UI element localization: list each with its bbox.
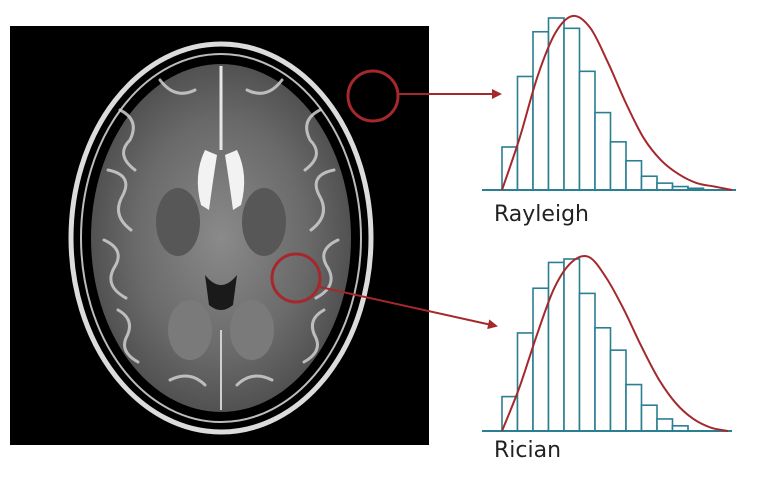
- rayleigh-bar: [532, 30, 550, 191]
- rician-bar: [656, 418, 674, 432]
- rayleigh-bar: [656, 182, 674, 191]
- rician-bar: [625, 383, 643, 432]
- rician-histogram: [482, 254, 732, 432]
- occipital-right: [230, 300, 274, 360]
- rayleigh-bar: [563, 27, 581, 191]
- mri-image: [10, 26, 429, 445]
- basal-ganglia-left: [156, 188, 200, 256]
- rician-bar: [578, 292, 596, 432]
- rayleigh-bar: [516, 75, 534, 191]
- rayleigh-bar: [578, 70, 596, 191]
- rician-bar: [609, 349, 627, 432]
- rayleigh-label: Rayleigh: [494, 202, 589, 227]
- roi-background-circle: [346, 69, 400, 123]
- rayleigh-histogram: [482, 14, 736, 191]
- rayleigh-bar: [594, 111, 612, 191]
- rayleigh-bar: [640, 175, 658, 191]
- rician-bar: [640, 404, 658, 432]
- occipital-left: [168, 300, 212, 360]
- rician-bar: [594, 326, 612, 432]
- skull-outer-ring: [68, 41, 374, 435]
- lateral-ventricles: [197, 150, 245, 210]
- arrow-to-rician: [319, 286, 498, 330]
- roi-tissue-circle: [270, 252, 322, 304]
- rayleigh-fit-curve: [501, 14, 733, 191]
- rician-fit-curve: [501, 254, 729, 432]
- rician-bar: [563, 258, 581, 432]
- posterior-cisterns: [205, 275, 237, 310]
- rayleigh-bar: [625, 159, 643, 191]
- skull-inner-ring: [80, 53, 362, 423]
- rician-label: Rician: [494, 438, 561, 463]
- rician-bar: [516, 332, 534, 432]
- basal-ganglia-right: [242, 188, 286, 256]
- rician-bar: [547, 261, 565, 432]
- sulci: [102, 78, 340, 387]
- rayleigh-bar: [609, 141, 627, 191]
- brain-tissue: [91, 64, 351, 412]
